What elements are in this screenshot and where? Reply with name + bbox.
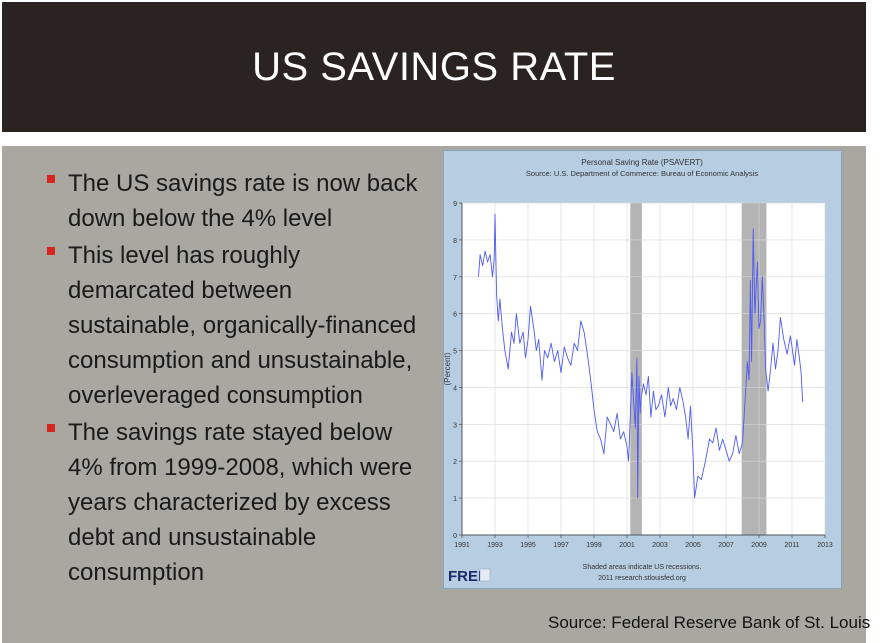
y-tick-label: 3: [453, 422, 457, 429]
bullet-text: The US savings rate is now back down bel…: [68, 170, 418, 232]
chart-panel: Personal Saving Rate (PSAVERT) Source: U…: [443, 150, 842, 589]
chart-footnote: Shaded areas indicate US recessions.: [583, 564, 702, 571]
bullet-list: The US savings rate is now back down bel…: [44, 166, 424, 592]
chart-title: Personal Saving Rate (PSAVERT): [581, 158, 703, 167]
bullet-marker-icon: [47, 424, 55, 432]
bullet-item: This level has roughly demarcated betwee…: [44, 238, 424, 413]
x-tick-label: 2003: [652, 542, 668, 549]
bullet-item: The US savings rate is now back down bel…: [44, 166, 424, 236]
bullet-marker-icon: [47, 247, 55, 255]
fred-logo-icon: [479, 568, 491, 582]
y-tick-label: 9: [453, 201, 457, 208]
x-tick-label: 1997: [553, 542, 569, 549]
chart-subtitle: Source: U.S. Department of Commerce: Bur…: [526, 169, 758, 178]
y-tick-label: 6: [453, 312, 457, 319]
recession-band: [630, 203, 642, 535]
y-tick-label: 1: [453, 496, 457, 503]
y-tick-label: 0: [453, 533, 457, 540]
y-tick-label: 5: [453, 349, 457, 356]
series-line: [478, 213, 804, 499]
x-tick-label: 2001: [619, 542, 635, 549]
x-tick-label: 1993: [487, 542, 503, 549]
x-tick-label: 2009: [751, 542, 767, 549]
x-tick-label: 2013: [817, 542, 833, 549]
x-tick-label: 1995: [520, 542, 536, 549]
y-tick-label: 8: [453, 238, 457, 245]
y-tick-label: 4: [453, 385, 457, 392]
bullet-marker-icon: [47, 175, 55, 183]
y-tick-label: 7: [453, 275, 457, 282]
chart-footnote-2: 2011 research.stlouisfed.org: [598, 575, 686, 582]
fred-logo: FRED: [448, 568, 489, 585]
bullet-text: This level has roughly demarcated betwee…: [68, 242, 417, 409]
x-tick-label: 2011: [784, 542, 799, 549]
bullet-text: The savings rate stayed below 4% from 19…: [68, 419, 413, 586]
x-tick-label: 1999: [586, 542, 602, 549]
x-tick-label: 1991: [454, 542, 470, 549]
title-bar: US SAVINGS RATE: [2, 2, 866, 132]
source-caption: Source: Federal Reserve Bank of St. Loui…: [548, 613, 871, 632]
savings-rate-chart: Personal Saving Rate (PSAVERT) Source: U…: [443, 158, 833, 585]
bullet-item: The savings rate stayed below 4% from 19…: [44, 415, 424, 590]
y-tick-label: 2: [453, 459, 457, 466]
x-tick-label: 2007: [718, 542, 734, 549]
y-axis-label: (Percent): [444, 352, 452, 385]
x-tick-label: 2005: [685, 542, 701, 549]
slide-title: US SAVINGS RATE: [252, 44, 616, 89]
